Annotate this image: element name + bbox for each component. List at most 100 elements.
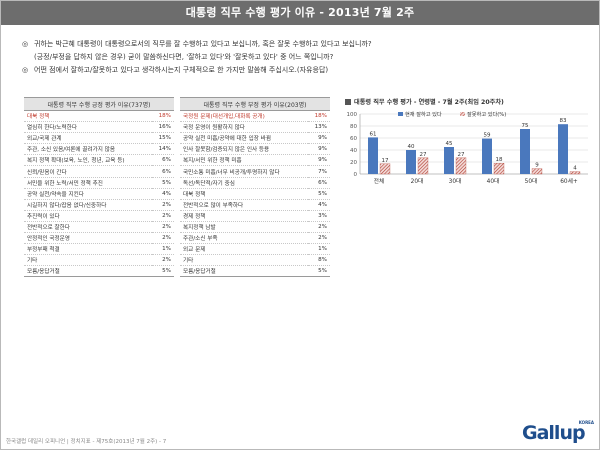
row-label: 전반적으로 많이 부족하다 [180, 199, 308, 211]
row-label: 복지 정책 확대(보육, 노인, 청년, 교육 등) [24, 154, 152, 167]
row-label: 외교 문제 [180, 243, 308, 256]
row-label: 서민을 위한 노력/서민 정책 추진 [24, 177, 152, 189]
data-label-approve: 59 [484, 133, 491, 139]
row-value: 3% [308, 210, 330, 222]
x-tick-label: 40대 [487, 177, 500, 185]
table-row: 전반적으로 많이 부족하다 4% [180, 199, 330, 211]
row-label: 인사 잘못함/검증되지 않은 인사 등용 [180, 143, 308, 156]
table-row: 복지정책 남발 2% [180, 221, 330, 234]
row-value: 2% [152, 221, 174, 234]
table-row: 경제 정책 3% [180, 210, 330, 222]
table-row: 기타 8% [180, 254, 330, 267]
table-row: 국민소통 미흡/너무 비공개/투명하지 않다 7% [180, 165, 330, 178]
table-row: 모름/응답거절 5% [24, 265, 174, 278]
row-value: 5% [152, 177, 174, 189]
row-label: 복지/서민 위한 정책 미흡 [180, 154, 308, 167]
row-label: 모름/응답거절 [24, 265, 152, 278]
row-label: 시길하지 않다/잡음 없다/신중하다 [24, 199, 152, 211]
row-label: 전반적으로 잘한다 [24, 221, 152, 234]
question-text: 귀하는 박근혜 대통령이 대통령으로서의 직무를 잘 수행하고 있다고 보십니까… [34, 40, 372, 48]
table-header: 대통령 직무 수행 부정 평가 이유(203명) [180, 97, 330, 111]
legend-swatch [460, 112, 465, 116]
legend-label: 현재 잘하고 있다 [405, 110, 442, 118]
bar-disapprove [531, 168, 543, 175]
legend-label: 잘못하고 있다(%) [467, 110, 506, 118]
question-line-2: (긍정/부정을 답하지 않은 경우) 굳이 말씀하신다면, '잘하고 있다'와 … [22, 51, 582, 64]
positive-reasons-table: 대통령 직무 수행 긍정 평가 이유(737명) 대북 정책 18% 열심히 한다/… [24, 97, 174, 278]
row-label: 대북 정책 [180, 188, 308, 200]
chart-title: 대통령 직무 수행 평가 - 연령별 - 7월 2주(최임 20주차) [345, 97, 504, 106]
data-label-approve: 61 [370, 131, 377, 137]
table-row: 안정적인 국정운영 2% [24, 232, 174, 245]
row-label: 안정적인 국정운영 [24, 232, 152, 245]
row-label: 외교/국제 관계 [24, 132, 152, 145]
x-tick-label: 전체 [374, 177, 385, 185]
bar-disapprove [379, 163, 391, 175]
data-label-approve: 83 [560, 118, 567, 124]
question-line-3: ◎ 어떤 점에서 잘하고/잘못하고 있다고 생각하시는지 구체적으로 한 가지만 … [22, 64, 582, 77]
bullet-icon: ◎ [22, 40, 29, 48]
row-label: 열심히 한다/노력한다 [24, 121, 152, 134]
table-row: 대북 정책 18% [24, 110, 174, 123]
row-value: 2% [308, 232, 330, 245]
table-row: 독선/독단적/자기 중심 6% [180, 177, 330, 189]
row-label: 신뢰/믿음이 간다 [24, 165, 152, 178]
row-value: 2% [152, 254, 174, 267]
row-value: 9% [308, 143, 330, 156]
bar-disapprove [455, 157, 467, 175]
data-label-approve: 40 [408, 144, 415, 150]
row-label: 경제 정책 [180, 210, 308, 222]
table-row: 복지 정책 확대(보육, 노인, 청년, 교육 등) 6% [24, 154, 174, 167]
x-tick-label: 50대 [525, 177, 538, 185]
y-tick-label: 60 [350, 136, 357, 142]
data-label-approve: 45 [446, 141, 453, 147]
table-row: 외교/국제 관계 15% [24, 132, 174, 145]
table-row: 주관, 소신 있음/여론에 끌려가지 않음 14% [24, 143, 174, 156]
gallup-logo: Gallup KOREA [522, 420, 594, 444]
data-label-disapprove: 9 [535, 163, 539, 169]
data-label-approve: 75 [522, 123, 529, 129]
table-row: 서민을 위한 노력/서민 정책 추진 5% [24, 177, 174, 189]
row-value: 5% [308, 188, 330, 200]
bar-disapprove [493, 163, 505, 175]
row-value: 7% [308, 165, 330, 178]
bar-approve [520, 129, 530, 174]
table-header: 대통령 직무 수행 긍정 평가 이유(737명) [24, 97, 174, 111]
bar-approve [482, 138, 492, 174]
table-row: 부정부패 척결 1% [24, 243, 174, 256]
row-value: 2% [152, 199, 174, 211]
table-row: 추진력이 있다 2% [24, 210, 174, 222]
row-value: 2% [152, 232, 174, 245]
table-row: 국정 운영이 원활하지 않다 13% [180, 121, 330, 134]
row-value: 18% [152, 110, 174, 123]
y-tick-label: 100 [347, 112, 358, 118]
row-value: 8% [308, 254, 330, 267]
table-row: 전반적으로 잘한다 2% [24, 221, 174, 234]
square-bullet-icon [345, 98, 351, 105]
row-value: 6% [152, 154, 174, 167]
table-row: 복지/서민 위한 정책 미흡 9% [180, 154, 330, 167]
row-label: 대북 정책 [24, 110, 152, 123]
table-row: 외교 문제 1% [180, 243, 330, 256]
bar-approve [368, 137, 378, 174]
negative-reasons-table: 대통령 직무 수행 부정 평가 이유(203명) 국정원 문제(대선개입,대화록… [180, 97, 330, 278]
data-label-disapprove: 27 [458, 152, 465, 158]
row-label: 주관, 소신 있음/여론에 끌려가지 않음 [24, 143, 152, 156]
bar-disapprove [569, 171, 581, 175]
question-line-1: ◎ 귀하는 박근혜 대통령이 대통령으로서의 직무를 잘 수행하고 있다고 보십니… [22, 38, 582, 51]
table-row: 대북 정책 5% [180, 188, 330, 200]
row-label: 국민소통 미흡/너무 비공개/투명하지 않다 [180, 165, 308, 178]
question-text: (긍정/부정을 답하지 않은 경우) 굳이 말씀하신다면, '잘하고 있다'와 … [34, 53, 334, 61]
data-label-disapprove: 4 [573, 166, 577, 172]
x-tick-label: 30대 [449, 177, 462, 185]
row-value: 16% [152, 121, 174, 134]
row-label: 추진력이 있다 [24, 210, 152, 222]
row-label: 주관/소신 부족 [180, 232, 308, 245]
y-tick-label: 40 [350, 148, 357, 154]
row-value: 6% [152, 165, 174, 178]
x-tick-label: 20대 [411, 177, 424, 185]
row-label: 공약 실천/약속을 지킨다 [24, 188, 152, 200]
page-title: 대통령 직무 수행 평가 이유 - 2013년 7월 2주 [1, 1, 599, 25]
data-label-disapprove: 17 [382, 158, 389, 164]
footer-text: 한국갤럽 데일리 오피니언 | 정치지표 - 제75호(2013년 7월 2주)… [6, 439, 167, 445]
